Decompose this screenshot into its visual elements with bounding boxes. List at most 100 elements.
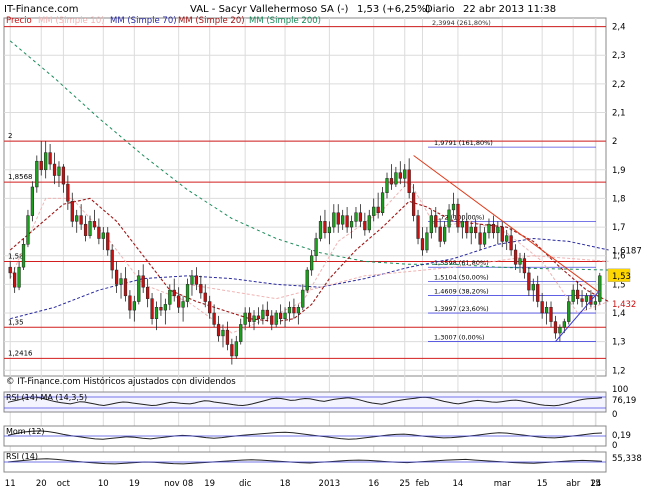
candle-body [407, 169, 411, 193]
fib-label: 1,5598 (61,80%) [434, 259, 489, 267]
candle-body [101, 232, 105, 239]
candle-body [469, 226, 473, 234]
candle-body [456, 203, 460, 228]
candle-body [345, 215, 349, 228]
candle-body [278, 312, 283, 319]
candle-body [394, 172, 398, 185]
candle-body [17, 266, 21, 288]
candle-body [327, 226, 332, 234]
fib-label: 1,3997 (23,60%) [434, 305, 489, 313]
x-tick-label: 19 [204, 479, 215, 489]
candle-body [110, 249, 114, 271]
candle-body [575, 289, 580, 299]
candle-body [474, 226, 478, 234]
candle-body [194, 275, 199, 285]
candle-body [323, 221, 327, 234]
candle-body [416, 215, 420, 239]
candle-body [70, 201, 74, 222]
candle-body [114, 269, 119, 285]
candle-body [496, 226, 500, 234]
x-tick-label: nov 08 [164, 479, 193, 489]
legend-precio: Precio [6, 16, 32, 26]
x-tick-label: 15 [537, 479, 548, 489]
candle-body [438, 226, 442, 242]
candle-body [265, 309, 269, 317]
x-tick-label: 19 [129, 479, 140, 489]
fib-label: 1,3007 (0,00%) [434, 333, 485, 341]
candle-body [48, 152, 52, 165]
candle-body [154, 307, 159, 319]
x-tick-label: 25 [399, 479, 410, 489]
candle-body [225, 329, 230, 345]
candle-body [310, 255, 314, 271]
horizontal-levels: 2,3994 (261,80%) 2 1,8568 1,58 1,35 1,2416 1,9… [4, 19, 606, 359]
chart-title: VAL - Sacyr Vallehermoso SA (-) [190, 4, 349, 15]
candle-body [181, 301, 185, 308]
candle-body [252, 315, 256, 322]
level-label: 1,58 [8, 252, 24, 260]
candle-body [177, 295, 181, 308]
level-label: 1,2416 [8, 349, 33, 357]
candle-body [30, 186, 35, 216]
candle-body [380, 192, 385, 214]
candle-body [332, 212, 336, 228]
candle-body [61, 166, 66, 185]
oscillator-line [7, 396, 603, 407]
candle-body [128, 295, 132, 311]
main-panel-frame [3, 17, 607, 377]
candle-body [83, 223, 88, 236]
x-tick-label: 18 [280, 479, 291, 489]
candle-body [52, 163, 57, 176]
candle-body [544, 307, 549, 314]
candle-body [146, 286, 150, 299]
candle-body [44, 152, 48, 171]
candle-body [123, 278, 128, 297]
candle-body [593, 301, 597, 305]
fib-label: 1,4609 (38,20%) [434, 288, 489, 296]
candle-body [443, 226, 447, 242]
candle-body [75, 215, 79, 222]
candle-body [199, 284, 203, 294]
candle-body [141, 275, 145, 288]
price-label: 1,432 [612, 300, 636, 310]
candle-body [341, 215, 345, 225]
price-label: 1,53 [612, 272, 631, 282]
momentum-ytick: 0 [612, 441, 617, 451]
candle-body [159, 307, 163, 311]
y-tick-label: 1,7 [612, 223, 626, 233]
candle-body [212, 312, 216, 325]
candle-body [208, 301, 212, 314]
candle-body [119, 278, 123, 285]
candle-body [558, 327, 562, 334]
candle-body [487, 223, 491, 234]
candle-body [429, 215, 433, 234]
quote: 1,53 (+6,25%) [357, 4, 430, 15]
candle-body [385, 178, 389, 193]
candle-body [57, 166, 61, 176]
candle-body [305, 269, 309, 291]
site-name: IT-Finance.com [4, 4, 79, 15]
x-tick-label: 14 [453, 479, 464, 489]
datetime: 22 abr 2013 11:38 [463, 4, 556, 15]
candle-body [513, 249, 518, 265]
legend-mm200: MM (Simple 200) [249, 16, 321, 26]
x-tick-label: 2013 [319, 479, 341, 489]
candle-body [425, 232, 429, 251]
candle-body [553, 321, 558, 334]
y-tick-label: 1,4 [612, 309, 626, 319]
candle-body [66, 183, 70, 202]
candle-body [168, 289, 172, 305]
level-label: 1,35 [8, 318, 24, 326]
x-tick-label: oct [57, 479, 71, 489]
candle-body [247, 312, 252, 322]
oscillator-label: RSI (14) MA (14,3,5) [6, 393, 87, 402]
candle-body [150, 298, 154, 319]
candle-body [491, 223, 496, 234]
y-tick-label: 2,1 [612, 109, 626, 119]
legend-mm20: MM (Simple 20) [178, 16, 245, 26]
candle-body [411, 192, 416, 216]
candle-body [536, 284, 540, 302]
x-tick-label: mar [494, 479, 511, 489]
candle-body [527, 272, 531, 291]
